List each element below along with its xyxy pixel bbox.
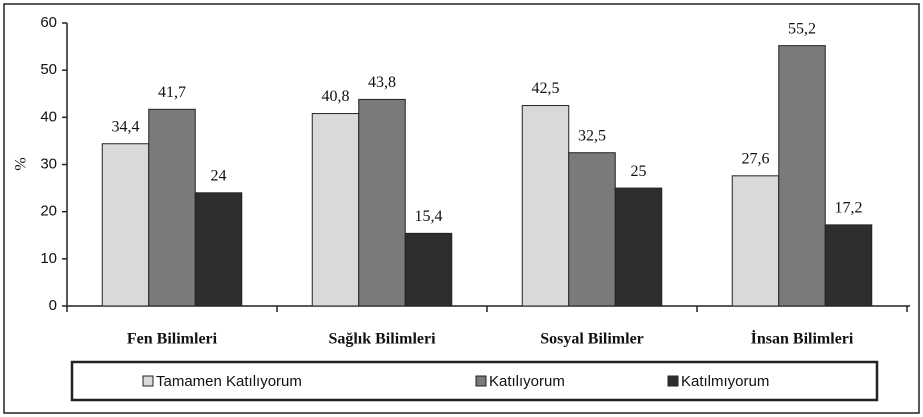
y-tick-label: 40 — [40, 108, 57, 125]
legend-label: Katılmıyorum — [681, 373, 769, 390]
data-label: 34,4 — [112, 118, 140, 135]
data-label: 32,5 — [578, 127, 606, 144]
data-label: 24 — [211, 167, 227, 184]
bar — [194, 192, 243, 307]
data-label: 17,2 — [835, 200, 863, 217]
data-label: 25 — [631, 163, 647, 180]
frame — [3, 3, 920, 414]
y-tick-label: 20 — [40, 203, 57, 220]
legend-swatch — [142, 375, 154, 387]
bar — [521, 105, 570, 307]
bar — [311, 113, 360, 307]
y-tick-label: 30 — [40, 155, 57, 172]
data-label: 55,2 — [788, 20, 816, 37]
bar — [614, 187, 663, 307]
y-tick-label: 50 — [40, 61, 57, 78]
bar — [148, 108, 196, 307]
legend-swatch — [667, 375, 679, 387]
data-label: 43,8 — [368, 74, 396, 91]
legend-swatch — [475, 375, 487, 387]
bar — [731, 175, 780, 307]
data-label: 15,4 — [415, 208, 443, 225]
data-label: 27,6 — [742, 150, 770, 167]
x-tick-label: Sağlık Bilimleri — [328, 331, 436, 348]
data-label: 40,8 — [322, 88, 350, 105]
x-tick-label: Fen Bilimleri — [127, 331, 218, 348]
y-axis-label: % — [13, 157, 30, 170]
bar — [101, 143, 150, 307]
bar — [778, 45, 826, 307]
y-tick-label: 60 — [40, 14, 57, 31]
data-label: 41,7 — [158, 84, 186, 101]
y-tick-label: 0 — [49, 297, 57, 314]
bar — [358, 98, 406, 307]
bar — [404, 232, 453, 307]
bar — [568, 152, 616, 307]
legend-label: Katılıyorum — [489, 373, 565, 390]
legend-label: Tamamen Katılıyorum — [156, 373, 302, 390]
bar — [824, 224, 873, 307]
x-tick-label: Sosyal Bilimler — [540, 331, 644, 348]
x-tick-label: İnsan Bilimleri — [751, 329, 854, 348]
data-label: 42,5 — [532, 80, 560, 97]
legend-box — [70, 360, 879, 402]
y-tick-label: 10 — [40, 250, 57, 267]
